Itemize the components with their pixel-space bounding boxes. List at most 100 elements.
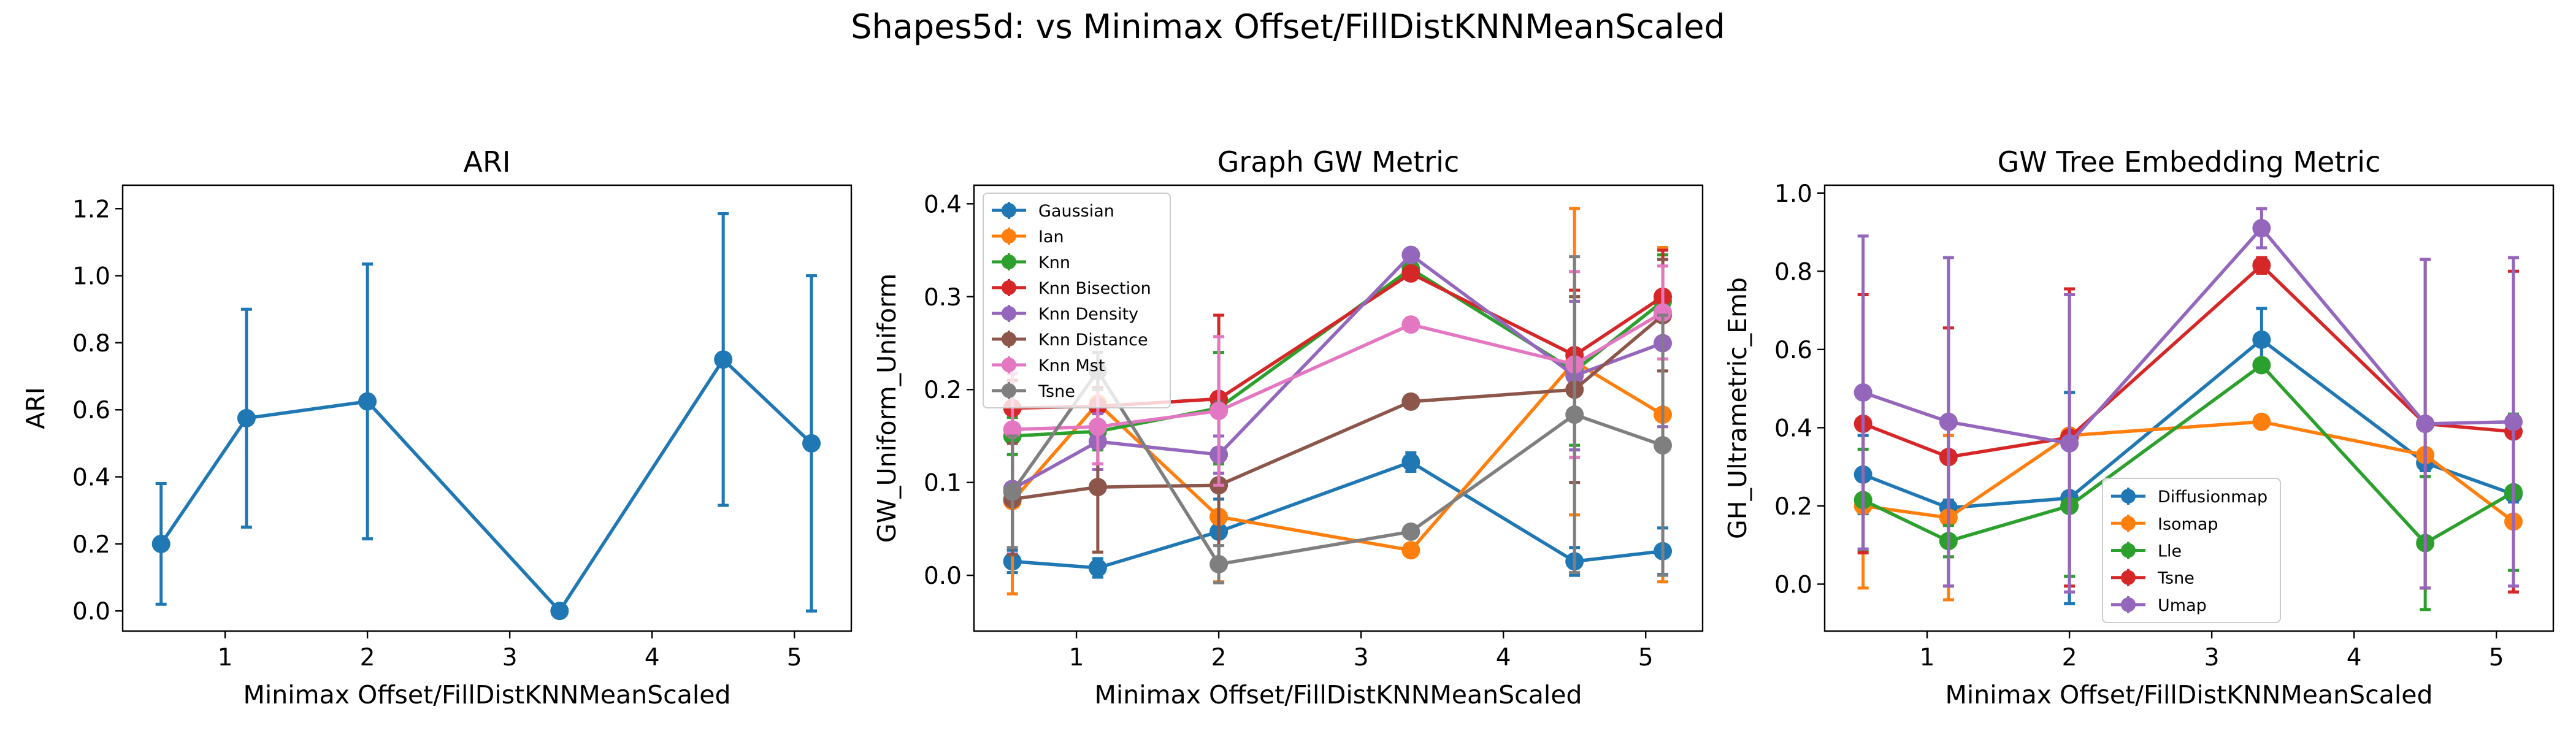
x-axis-label: Minimax Offset/FillDistKNNMeanScaled bbox=[1945, 680, 2433, 710]
x-tick-label: 1 bbox=[218, 644, 233, 672]
y-tick-label: 0.4 bbox=[1774, 415, 1812, 442]
x-tick-label: 5 bbox=[2489, 644, 2504, 672]
y-tick-label: 0.1 bbox=[924, 470, 962, 497]
legend-label: Tsne bbox=[1038, 382, 1075, 401]
legend-item: Knn bbox=[992, 253, 1070, 272]
data-point bbox=[237, 408, 256, 427]
legend-marker bbox=[1002, 255, 1016, 269]
y-tick-label: 1.0 bbox=[72, 263, 110, 291]
data-point bbox=[1654, 436, 1673, 455]
series-line bbox=[1012, 460, 1663, 570]
data-point bbox=[2252, 256, 2271, 275]
y-axis-label: GW_Uniform_Uniform bbox=[872, 274, 902, 543]
legend-marker bbox=[2121, 597, 2136, 612]
series-line bbox=[1862, 226, 2514, 445]
data-point bbox=[1209, 402, 1229, 421]
legend-label: Tsne bbox=[2157, 569, 2195, 588]
data-point bbox=[1401, 453, 1420, 472]
data-point bbox=[358, 392, 377, 411]
figure-title: Shapes5d: vs Minimax Offset/FillDistKNNM… bbox=[851, 7, 1725, 46]
legend-label: Knn Mst bbox=[1038, 356, 1105, 375]
x-tick-label: 1 bbox=[1069, 644, 1084, 672]
data-point bbox=[1853, 383, 1873, 402]
axes-frame bbox=[121, 184, 853, 632]
legend-marker bbox=[1002, 383, 1016, 398]
legend-item: Knn Density bbox=[992, 305, 1138, 324]
data-point bbox=[2416, 415, 2435, 434]
legend-item: Knn Mst bbox=[992, 356, 1105, 375]
legend-item: Knn Distance bbox=[992, 331, 1148, 350]
legend-item: Isomap bbox=[2111, 515, 2218, 534]
x-tick-label: 4 bbox=[645, 644, 660, 672]
y-tick-label: 0.2 bbox=[72, 531, 110, 559]
data-point bbox=[151, 534, 171, 553]
data-point bbox=[1401, 522, 1420, 541]
series-umap bbox=[1853, 207, 2523, 594]
legend: Diffusionmap Isomap Lle Tsne Umap bbox=[2102, 478, 2281, 623]
legend-label: Knn Distance bbox=[1038, 331, 1148, 350]
data-point bbox=[802, 434, 821, 453]
series-0 bbox=[151, 212, 821, 621]
data-point bbox=[1209, 554, 1229, 573]
legend-label: Umap bbox=[2158, 596, 2207, 615]
y-tick-label: 0.0 bbox=[72, 598, 110, 626]
legend-item: Knn Bisection bbox=[992, 279, 1151, 298]
data-point bbox=[2504, 412, 2523, 431]
data-point bbox=[2252, 219, 2271, 238]
legend-item: Lle bbox=[2111, 542, 2182, 561]
legend-marker bbox=[1002, 306, 1016, 321]
legend-item: Diffusionmap bbox=[2111, 488, 2267, 507]
axes-frame bbox=[1823, 184, 2555, 632]
panel-title: Graph GW Metric bbox=[1217, 145, 1459, 178]
series-line bbox=[1863, 420, 2515, 523]
data-point bbox=[1939, 412, 1958, 431]
series-line bbox=[1012, 313, 1664, 501]
x-tick-label: 2 bbox=[360, 644, 375, 672]
legend-label: Lle bbox=[2158, 542, 2182, 561]
legend-marker bbox=[1002, 229, 1016, 243]
series-line bbox=[1011, 253, 1663, 491]
legend-box bbox=[2102, 478, 2281, 623]
panel-title: ARI bbox=[464, 145, 511, 178]
y-tick-label: 0.6 bbox=[1774, 337, 1812, 364]
y-tick-label: 0.6 bbox=[72, 397, 110, 424]
data-point bbox=[1003, 482, 1022, 501]
data-point bbox=[1401, 392, 1420, 411]
legend-label: Ian bbox=[1038, 228, 1064, 247]
y-tick-label: 0.0 bbox=[924, 562, 962, 590]
x-tick-label: 4 bbox=[2347, 644, 2362, 672]
legend-marker bbox=[2121, 570, 2136, 585]
legend-marker bbox=[1002, 332, 1016, 347]
data-point bbox=[2252, 330, 2271, 349]
x-tick-label: 3 bbox=[1354, 644, 1369, 672]
x-axis-label: Minimax Offset/FillDistKNNMeanScaled bbox=[1095, 680, 1582, 710]
series-line bbox=[1012, 267, 1664, 438]
legend-item: Ian bbox=[992, 228, 1064, 247]
data-point bbox=[1401, 245, 1420, 264]
legend-marker bbox=[1002, 203, 1016, 218]
data-point bbox=[714, 350, 733, 369]
y-tick-label: 1.0 bbox=[1774, 180, 1812, 208]
x-tick-label: 5 bbox=[1638, 644, 1654, 672]
y-tick-label: 0.0 bbox=[1774, 571, 1812, 599]
series-line bbox=[159, 358, 813, 613]
legend-label: Isomap bbox=[2158, 515, 2218, 534]
data-point bbox=[1088, 417, 1107, 436]
data-point bbox=[1003, 420, 1022, 439]
y-tick-label: 0.4 bbox=[72, 464, 110, 492]
data-point bbox=[550, 602, 569, 621]
data-point bbox=[2060, 434, 2079, 453]
x-tick-label: 2 bbox=[2062, 644, 2077, 672]
panel-graph-gw-metric: Graph GW Metric 1 2 3 4 5 0.0 0.1 0.2 0.3 0.4 Minim… bbox=[872, 145, 1704, 710]
legend-item: Tsne bbox=[992, 382, 1075, 401]
axes-frame bbox=[973, 184, 1704, 632]
y-tick-label: 0.8 bbox=[1774, 258, 1812, 286]
data-point bbox=[1401, 541, 1420, 560]
y-tick-label: 0.8 bbox=[72, 330, 110, 358]
data-point bbox=[1401, 264, 1420, 283]
legend-marker bbox=[2121, 489, 2136, 504]
y-tick-label: 0.3 bbox=[924, 284, 962, 312]
data-point bbox=[1401, 315, 1420, 334]
legend-label: Gaussian bbox=[1038, 202, 1114, 221]
